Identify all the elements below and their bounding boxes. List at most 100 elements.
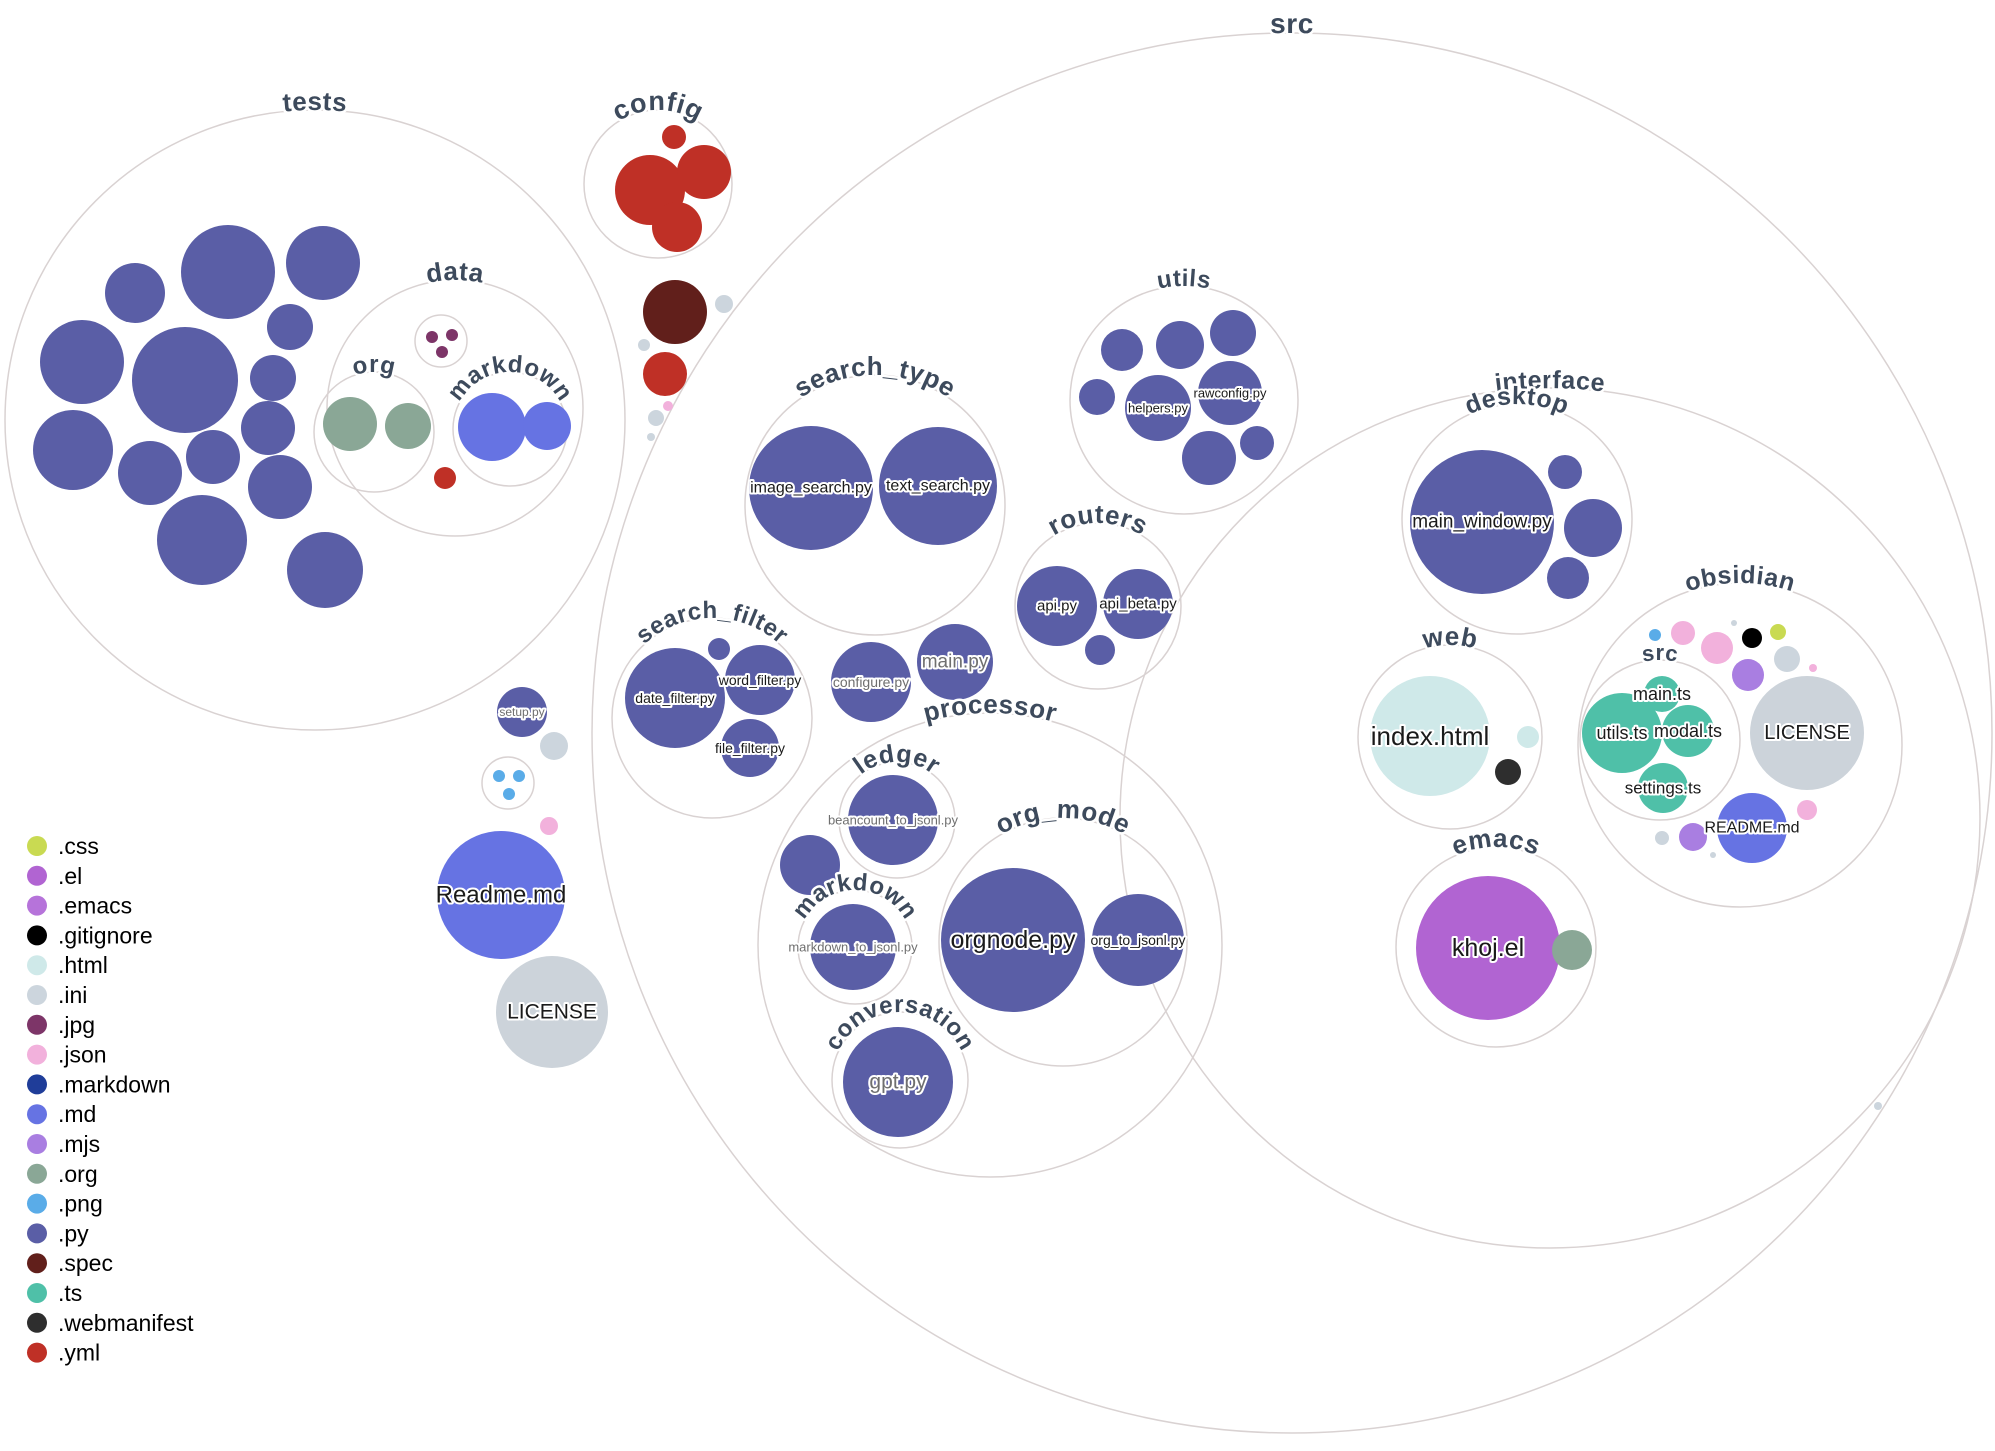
dir-circle-processor[interactable] <box>757 712 1223 1178</box>
file-circle-yml[interactable] <box>677 145 731 199</box>
dir-circle-utils[interactable] <box>1069 285 1299 515</box>
dir-circle-conversation[interactable] <box>831 1011 969 1149</box>
file-circle-json[interactable] <box>540 817 558 835</box>
file-circle-helpers.py[interactable] <box>1125 375 1191 441</box>
file-circle-yml[interactable] <box>434 467 456 489</box>
file-circle-py[interactable] <box>780 835 840 895</box>
dir-circle-org_mode[interactable] <box>938 817 1188 1067</box>
dir-circle-desktop[interactable] <box>1401 403 1633 635</box>
dir-circle-config[interactable] <box>583 109 733 259</box>
file-circle-css[interactable] <box>1770 624 1786 640</box>
file-circle-file_filter.py[interactable] <box>721 719 779 777</box>
file-circle-utils.ts[interactable] <box>1582 693 1662 773</box>
file-circle-mjs[interactable] <box>1732 659 1764 691</box>
file-circle-json[interactable] <box>1809 664 1817 672</box>
dir-circle-search_filter[interactable] <box>611 617 813 819</box>
file-circle-yml[interactable] <box>662 125 686 149</box>
file-circle-py[interactable] <box>287 532 363 608</box>
file-circle-modal.ts[interactable] <box>1662 705 1714 757</box>
dir-circle-src[interactable] <box>591 32 1993 1434</box>
file-circle-ini[interactable] <box>647 433 655 441</box>
dir-circle-routers[interactable] <box>1014 522 1182 690</box>
file-circle-py[interactable] <box>241 401 295 455</box>
file-circle-py[interactable] <box>181 225 275 319</box>
file-circle-png[interactable] <box>513 770 525 782</box>
file-circle-LICENSE[interactable] <box>496 956 608 1068</box>
file-circle-mjs[interactable] <box>1679 823 1707 851</box>
dir-circle-obsidian[interactable] <box>1577 582 1903 908</box>
dir-circle-emacs[interactable] <box>1395 846 1597 1048</box>
file-circle-word_filter.py[interactable] <box>725 645 795 715</box>
dir-circle-ledger[interactable] <box>838 761 956 879</box>
file-circle-json[interactable] <box>1671 621 1695 645</box>
file-circle-orgnode.py[interactable] <box>941 868 1085 1012</box>
file-circle-configure.py[interactable] <box>831 642 911 722</box>
file-circle-png[interactable] <box>493 770 505 782</box>
file-circle-ini[interactable] <box>1731 620 1737 626</box>
file-circle-api.py[interactable] <box>1017 566 1097 646</box>
file-circle-main.py[interactable] <box>917 624 993 700</box>
file-circle-py[interactable] <box>708 638 730 660</box>
file-circle-LICENSE[interactable] <box>1750 676 1864 790</box>
file-circle-setup.py[interactable] <box>497 687 547 737</box>
file-circle-ini[interactable] <box>1710 852 1716 858</box>
file-circle-org_to_jsonl.py[interactable] <box>1092 894 1184 986</box>
file-circle-main.ts[interactable] <box>1644 676 1680 712</box>
file-circle-org[interactable] <box>1552 930 1592 970</box>
dir-circle-jpg-dir[interactable] <box>414 314 468 368</box>
file-circle-Readme.md[interactable] <box>437 831 565 959</box>
file-circle-yml[interactable] <box>652 202 702 252</box>
file-circle-py[interactable] <box>1210 310 1256 356</box>
file-circle-py[interactable] <box>248 455 312 519</box>
file-circle-md[interactable] <box>523 402 571 450</box>
file-circle-py[interactable] <box>157 495 247 585</box>
file-circle-py[interactable] <box>1156 321 1204 369</box>
dir-circle-data[interactable] <box>326 279 584 537</box>
file-circle-rawconfig.py[interactable] <box>1198 361 1262 425</box>
file-circle-settings.ts[interactable] <box>1638 763 1688 813</box>
file-circle-py[interactable] <box>118 441 182 505</box>
file-circle-jpg[interactable] <box>446 329 458 341</box>
dir-circle-search_type[interactable] <box>744 374 1006 636</box>
file-circle-png[interactable] <box>1649 629 1661 641</box>
file-circle-main_window.py[interactable] <box>1410 450 1554 594</box>
file-circle-py[interactable] <box>1101 329 1143 371</box>
file-circle-webmanifest[interactable] <box>1495 759 1521 785</box>
file-circle-gpt.py[interactable] <box>843 1027 953 1137</box>
file-circle-py[interactable] <box>1182 431 1236 485</box>
file-circle-markdown_to_jsonl.py[interactable] <box>810 904 896 990</box>
file-circle-py[interactable] <box>105 263 165 323</box>
file-circle-ini[interactable] <box>1874 1102 1882 1110</box>
file-circle-py[interactable] <box>40 320 124 404</box>
file-circle-py[interactable] <box>286 226 360 300</box>
file-circle-py[interactable] <box>1548 455 1582 489</box>
file-circle-json[interactable] <box>1701 632 1733 664</box>
file-circle-py[interactable] <box>1085 635 1115 665</box>
file-circle-org[interactable] <box>323 397 377 451</box>
file-circle-py[interactable] <box>1564 499 1622 557</box>
file-circle-date_filter.py[interactable] <box>625 648 725 748</box>
file-circle-gitignore[interactable] <box>1742 628 1762 648</box>
file-circle-spec[interactable] <box>643 280 707 344</box>
file-circle-khoj.el[interactable] <box>1416 876 1560 1020</box>
file-circle-ini[interactable] <box>1655 831 1669 845</box>
file-circle-py[interactable] <box>132 327 238 433</box>
file-circle-png[interactable] <box>503 788 515 800</box>
file-circle-beancount_to_jsonl.py[interactable] <box>848 775 938 865</box>
file-circle-README.md[interactable] <box>1717 793 1787 863</box>
file-circle-ini[interactable] <box>638 339 650 351</box>
dir-circle-web[interactable] <box>1357 644 1543 830</box>
file-circle-ini[interactable] <box>648 410 664 426</box>
file-circle-ini[interactable] <box>1774 646 1800 672</box>
dir-circle-src[interactable] <box>1579 659 1741 821</box>
file-circle-py[interactable] <box>250 355 296 401</box>
dir-circle-interface[interactable] <box>1119 387 1981 1249</box>
file-circle-jpg[interactable] <box>426 331 438 343</box>
file-circle-json[interactable] <box>663 401 673 411</box>
dir-circle-png-dir[interactable] <box>481 756 535 810</box>
file-circle-py[interactable] <box>1079 379 1115 415</box>
file-circle-api_beta.py[interactable] <box>1103 569 1173 639</box>
file-circle-md[interactable] <box>458 393 526 461</box>
file-circle-org[interactable] <box>385 403 431 449</box>
dir-circle-tests[interactable] <box>4 109 626 731</box>
